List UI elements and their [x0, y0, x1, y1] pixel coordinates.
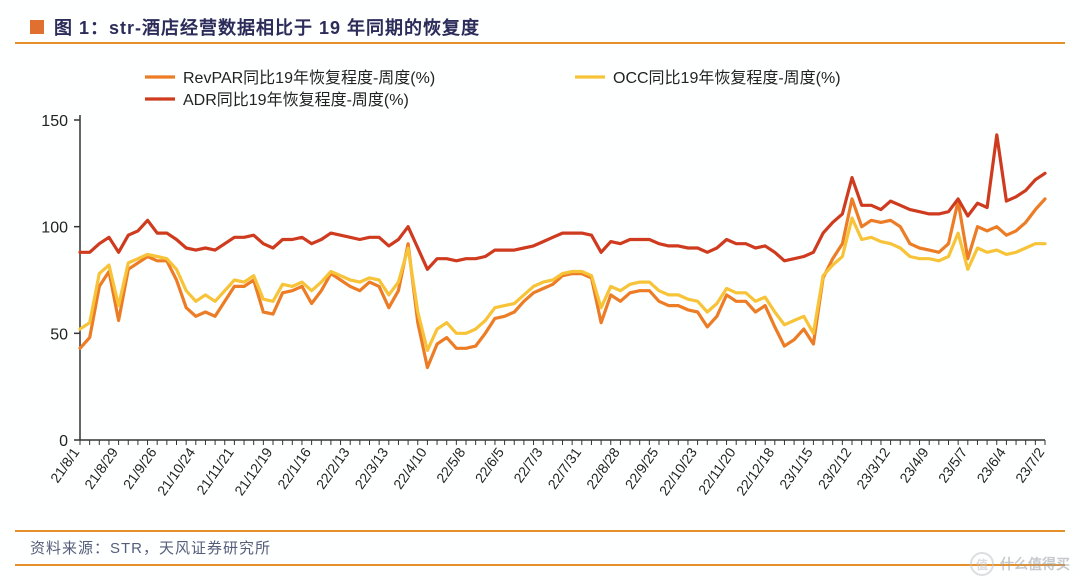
bottom-divider-1	[15, 530, 1065, 532]
svg-text:22/5/8: 22/5/8	[433, 444, 469, 485]
figure-title: 图 1：str-酒店经营数据相比于 19 年同期的恢复度	[54, 14, 480, 40]
svg-text:23/2/12: 23/2/12	[815, 444, 855, 492]
svg-text:ADR同比19年恢复程度-周度(%): ADR同比19年恢复程度-周度(%)	[183, 91, 409, 109]
svg-text:22/2/13: 22/2/13	[313, 444, 353, 492]
svg-text:23/3/12: 23/3/12	[853, 444, 893, 492]
svg-text:22/6/5: 22/6/5	[472, 444, 508, 485]
svg-text:100: 100	[41, 220, 68, 237]
title-bullet-icon	[30, 20, 44, 34]
svg-text:150: 150	[41, 113, 68, 130]
svg-text:22/4/10: 22/4/10	[390, 444, 430, 492]
source-text: 资料来源：STR，天风证券研究所	[30, 537, 271, 558]
svg-text:22/9/25: 22/9/25	[622, 444, 662, 492]
svg-text:RevPAR同比19年恢复程度-周度(%): RevPAR同比19年恢复程度-周度(%)	[183, 69, 435, 87]
line-chart: 05010015021/8/121/8/2921/9/2621/10/2421/…	[15, 55, 1065, 522]
top-divider	[15, 42, 1065, 44]
svg-text:22/8/28: 22/8/28	[583, 444, 623, 492]
watermark-text: 什么值得买	[1000, 554, 1070, 574]
figure-title-row: 图 1：str-酒店经营数据相比于 19 年同期的恢复度	[30, 14, 480, 40]
bottom-divider-2	[15, 564, 1065, 566]
svg-text:21/8/1: 21/8/1	[47, 444, 83, 485]
svg-text:22/10/23: 22/10/23	[656, 444, 700, 498]
svg-text:22/7/31: 22/7/31	[544, 444, 584, 492]
svg-text:22/12/18: 22/12/18	[733, 444, 777, 498]
svg-text:23/5/7: 23/5/7	[935, 444, 971, 485]
svg-text:23/6/4: 23/6/4	[973, 444, 1009, 485]
svg-text:50: 50	[50, 326, 68, 343]
svg-text:21/9/26: 21/9/26	[120, 444, 160, 492]
svg-text:21/8/29: 21/8/29	[81, 444, 121, 492]
chart-svg: 05010015021/8/121/8/2921/9/2621/10/2421/…	[15, 55, 1065, 522]
svg-text:23/4/9: 23/4/9	[896, 444, 932, 485]
svg-text:22/1/16: 22/1/16	[274, 444, 314, 492]
svg-text:21/12/19: 21/12/19	[231, 444, 275, 498]
watermark: 值 什么值得买	[970, 552, 1070, 576]
chart-figure-container: { "title": { "prefix_box_color": "#e0703…	[0, 0, 1080, 580]
svg-text:OCC同比19年恢复程度-周度(%): OCC同比19年恢复程度-周度(%)	[613, 69, 841, 87]
svg-text:22/7/3: 22/7/3	[510, 444, 546, 485]
svg-text:22/3/13: 22/3/13	[351, 444, 391, 492]
svg-text:23/7/2: 23/7/2	[1012, 444, 1048, 485]
svg-text:23/1/15: 23/1/15	[776, 444, 816, 492]
watermark-logo-icon: 值	[970, 552, 994, 576]
svg-text:21/10/24: 21/10/24	[154, 444, 198, 498]
